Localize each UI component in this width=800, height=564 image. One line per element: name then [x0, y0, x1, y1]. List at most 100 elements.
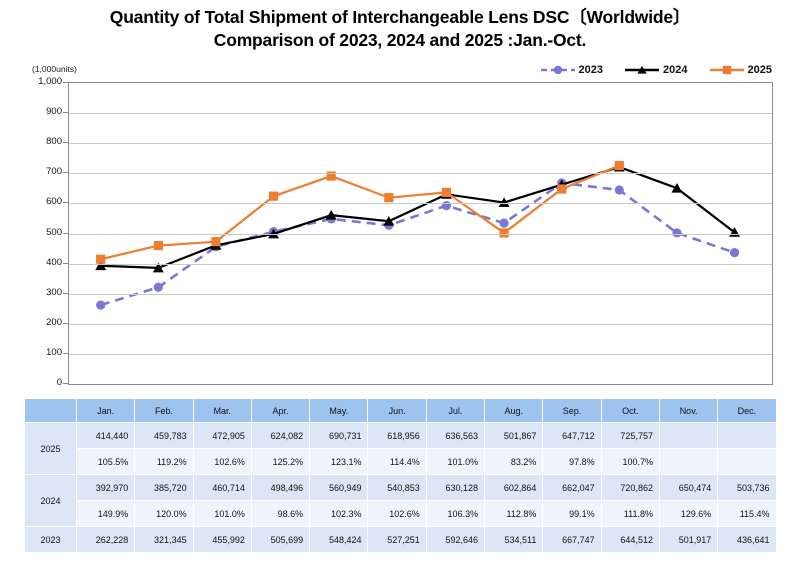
data-point-marker-2023	[96, 300, 106, 310]
table-row: 149.9% 120.0% 101.0% 98.6% 102.3% 102.6% 106.3…	[25, 500, 777, 527]
table-column-header-jul: Jul.	[425, 398, 486, 423]
table-cell-value: 650,474	[658, 474, 719, 501]
y-axis-tick-mark	[63, 352, 68, 354]
table-cell-value: 690,731	[309, 422, 369, 449]
table-cell-value: 436,641	[717, 526, 777, 553]
table-row: 2024 392,970 385,720 460,714 498,496 560,949 5…	[24, 474, 777, 527]
data-point-marker-2024	[325, 209, 337, 220]
table-row-year-2024: 2024	[24, 474, 77, 527]
page-title: Quantity of Total Shipment of Interchang…	[0, 6, 800, 52]
table-cell-percent: 111.8%	[600, 500, 660, 527]
series-layer	[95, 160, 741, 310]
title-line-1: Quantity of Total Shipment of Interchang…	[109, 7, 691, 27]
data-table: Jan. Feb. Mar. Apr. May. Jun. Jul. Aug. Sep. Oct.…	[24, 398, 777, 553]
legend-label-2024: 2024	[663, 64, 688, 76]
table-column-header-mar: Mar.	[192, 398, 252, 423]
gridline	[69, 353, 772, 355]
data-point-marker-2025	[384, 193, 394, 203]
table-cell-value: 321,345	[134, 526, 194, 553]
gridline	[69, 203, 772, 205]
table-cell-percent: 83.2%	[484, 448, 544, 475]
data-point-marker-2023	[441, 201, 452, 211]
data-point-marker-2025	[326, 171, 336, 181]
table-column-header-aug: Aug.	[484, 398, 544, 423]
table-cell-value: 385,720	[134, 474, 194, 501]
data-point-marker-2024	[152, 262, 164, 273]
title-line-2: Comparison of 2023, 2024 and 2025 :Jan.-…	[213, 30, 587, 50]
table-cell-value: 548,424	[309, 526, 369, 553]
table-cell-value: 647,712	[542, 422, 602, 449]
table-column-header-sep: Sep.	[542, 398, 602, 423]
y-axis-tick-label: 500	[46, 226, 62, 238]
table-cell-percent: 101.0%	[425, 448, 486, 475]
legend-label-2025: 2025	[747, 64, 772, 76]
table-cell-percent: 125.2%	[250, 448, 311, 475]
legend-swatch-circle-icon	[540, 64, 575, 76]
table-cell-percent: 112.8%	[484, 500, 544, 527]
data-point-marker-2025	[211, 237, 221, 247]
gridline	[69, 233, 772, 235]
table-cell-value: 262,228	[75, 526, 136, 553]
y-axis-tick-mark	[63, 112, 68, 114]
table-column-header-oct: Oct.	[600, 398, 660, 423]
table-cell-percent: 123.1%	[309, 448, 369, 475]
table-cell-value: 472,905	[192, 422, 252, 449]
table-column-header-jun: Jun.	[367, 398, 427, 423]
table-cell-value: 725,757	[600, 422, 660, 449]
data-point-marker-2024	[95, 260, 107, 271]
table-corner-cell	[24, 398, 77, 423]
y-axis-tick-label: 900	[46, 106, 62, 118]
table-cell-percent: 102.3%	[309, 500, 369, 527]
data-point-marker-2025	[441, 187, 452, 197]
y-axis-tick-mark	[63, 322, 68, 324]
y-axis-tick-label: 300	[46, 286, 62, 298]
table-cell-value: 459,783	[134, 422, 194, 449]
table-cell-value: 624,082	[250, 422, 311, 449]
table-column-header-apr: Apr.	[250, 398, 311, 423]
table-column-header-jan: Jan.	[75, 398, 136, 423]
line-chart: (1,000units) 2023 2024 2025 0 100 200 300 400 5…	[0, 58, 800, 393]
table-cell-value: 527,251	[367, 526, 427, 553]
table-cell-percent: 99.1%	[542, 500, 602, 527]
table-cell-value	[658, 422, 719, 449]
y-axis-tick-label: 600	[46, 196, 62, 208]
y-axis-tick-mark	[63, 383, 68, 384]
data-point-marker-2025	[153, 241, 163, 251]
table-body: 2025 414,440 459,783 472,905 624,082 690,731 6…	[24, 422, 777, 553]
plot-area	[68, 82, 773, 385]
data-point-marker-2023	[153, 282, 163, 292]
data-point-marker-2023	[499, 218, 509, 228]
y-axis-tick-mark	[63, 262, 68, 264]
gridline	[69, 173, 772, 175]
table-cell-value: 503,736	[717, 474, 777, 501]
table-cell-percent: 114.4%	[367, 448, 427, 475]
y-axis-tick-mark	[63, 292, 68, 294]
y-axis-tick-label: 200	[46, 316, 62, 328]
legend-item-2024: 2024	[625, 64, 688, 76]
table-row: 2025 414,440 459,783 472,905 624,082 690,731 6…	[24, 422, 777, 475]
legend-swatch-square-icon	[709, 64, 744, 76]
y-axis-tick-mark	[63, 232, 68, 234]
table-cell-percent: 98.6%	[250, 500, 311, 527]
table-row: 105.5% 119.2% 102.6% 125.2% 123.1% 114.4% 101.…	[25, 448, 777, 475]
legend-swatch-triangle-icon	[625, 64, 660, 76]
table-column-header-feb: Feb.	[134, 398, 194, 423]
table-column-header-dec: Dec.	[717, 398, 777, 423]
y-axis-tick-label: 700	[46, 166, 62, 178]
data-point-marker-2025	[614, 160, 624, 171]
data-point-marker-2024	[671, 183, 683, 193]
table-cell-value: 455,992	[192, 526, 252, 553]
y-axis-tick-label: 400	[46, 256, 62, 268]
legend-label-2023: 2023	[578, 64, 604, 76]
table-column-header-nov: Nov.	[658, 398, 719, 423]
data-point-marker-2023	[614, 185, 624, 195]
chart-legend: 2023 2024 2025	[540, 64, 772, 76]
table-cell-value	[717, 422, 777, 449]
gridline	[69, 143, 772, 145]
table-cell-value: 602,864	[484, 474, 544, 501]
table-cell-value: 501,867	[484, 422, 544, 449]
y-axis-tick-label: 0	[56, 377, 62, 388]
table-cell-value: 662,047	[542, 474, 602, 501]
y-axis-tick-label: 1,000	[38, 76, 62, 87]
